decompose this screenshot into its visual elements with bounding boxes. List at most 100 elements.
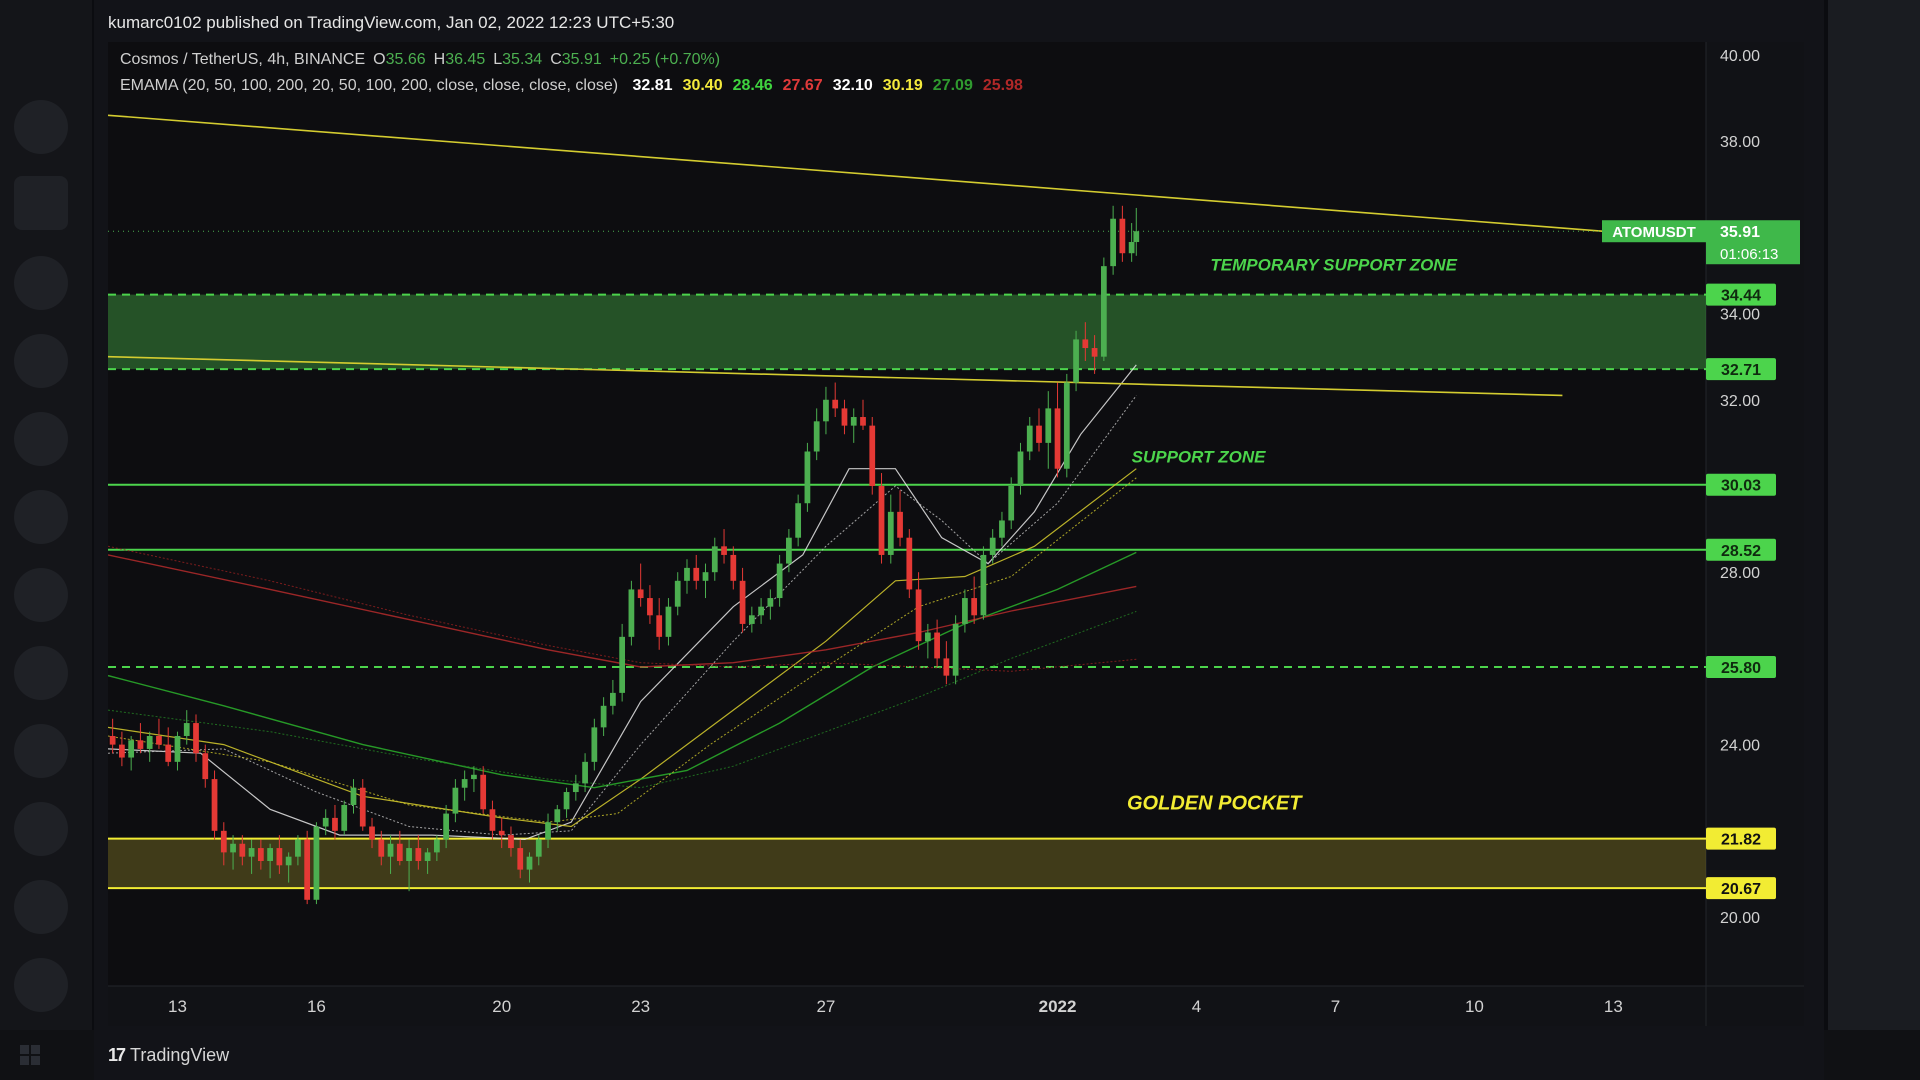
candle-body	[285, 856, 292, 866]
indicator-value: 32.10	[833, 77, 873, 94]
candle-body	[915, 589, 922, 642]
candle-body	[665, 606, 672, 637]
candle-body	[248, 848, 255, 857]
zone-annotation: SUPPORT ZONE	[1132, 447, 1266, 466]
candle-body	[165, 744, 172, 762]
ema-line	[107, 610, 1137, 789]
x-tick-label: 27	[816, 997, 835, 1016]
candle-body	[887, 511, 894, 555]
candle-body	[471, 774, 477, 780]
y-tick-label: 28.00	[1720, 565, 1760, 582]
candle-body	[924, 632, 931, 642]
candle-body	[1091, 348, 1098, 357]
candle-body	[1128, 242, 1135, 254]
candle-body	[952, 623, 959, 676]
candle-body	[350, 787, 357, 805]
x-tick-label: 7	[1331, 997, 1340, 1016]
candle-body	[304, 839, 311, 900]
sidebar-avatar[interactable]	[14, 334, 68, 388]
candle-body	[1110, 218, 1116, 267]
level-tag-label: 30.03	[1721, 478, 1761, 495]
candle-body	[369, 826, 375, 840]
candle-body	[1063, 382, 1070, 469]
x-tick-label: 13	[1604, 997, 1623, 1016]
candle-body	[257, 848, 264, 861]
legend-close: 35.91	[562, 51, 602, 68]
sidebar-avatar[interactable]	[14, 568, 68, 622]
ema-line	[107, 551, 1137, 789]
chart-area[interactable]: TEMPORARY SUPPORT ZONE SUPPORT ZONE GOLDEN…	[107, 42, 1804, 1026]
zone-band	[108, 838, 1706, 889]
tradingview-brand[interactable]: 17 TradingView	[108, 1045, 229, 1066]
candle-body	[193, 723, 199, 754]
level-tag-label: 32.71	[1721, 362, 1761, 379]
legend-indicator: EMAMA (20, 50, 100, 200, 20, 50, 100, 20…	[120, 77, 1023, 94]
level-tag	[1706, 877, 1776, 900]
candle-body	[841, 408, 848, 426]
candle-body	[211, 779, 218, 831]
legend-indicator-name: EMAMA (20, 50, 100, 200, 20, 50, 100, 20…	[120, 77, 618, 94]
candle-body	[563, 792, 570, 810]
sidebar-avatar[interactable]	[14, 724, 68, 778]
x-tick-label: 2022	[1039, 997, 1077, 1016]
sidebar-avatar[interactable]	[14, 802, 68, 856]
y-tick-label: 32.00	[1720, 393, 1760, 410]
candle-body	[480, 774, 487, 810]
sidebar-avatar[interactable]	[14, 958, 68, 1012]
candle-body	[406, 848, 412, 861]
indicator-value: 27.09	[933, 77, 973, 94]
candle-body	[619, 636, 626, 693]
candle-body	[813, 421, 820, 452]
price-tag-value: 35.91	[1720, 224, 1760, 241]
candle-body	[850, 417, 857, 426]
level-tag	[1706, 656, 1776, 679]
sidebar-avatar[interactable]	[14, 256, 68, 310]
candle-body	[267, 848, 273, 861]
candle-body	[767, 598, 774, 607]
candle-body	[860, 417, 866, 426]
x-tick-label: 23	[631, 997, 650, 1016]
level-tag-label: 25.80	[1721, 660, 1761, 677]
candle-body	[396, 843, 403, 861]
candle-body	[526, 856, 533, 870]
sidebar-avatar[interactable]	[14, 412, 68, 466]
candle-body	[980, 554, 987, 616]
candle-body	[647, 598, 653, 616]
sidebar-avatar[interactable]	[14, 880, 68, 934]
candle-body	[999, 520, 1005, 538]
right-sidebar	[1828, 0, 1920, 1080]
sidebar-avatar[interactable]	[14, 646, 68, 700]
legend-close-label: C	[550, 51, 562, 68]
price-countdown: 01:06:13	[1720, 246, 1778, 263]
candle-body	[730, 554, 737, 581]
legend-open-label: O	[373, 51, 385, 68]
zone-annotation: GOLDEN POCKET	[1127, 792, 1303, 814]
trendline	[107, 114, 1609, 233]
price-chart[interactable]: TEMPORARY SUPPORT ZONE SUPPORT ZONE GOLDEN…	[107, 42, 1804, 1026]
sidebar-avatar[interactable]	[14, 100, 68, 154]
candle-body	[656, 615, 663, 637]
y-tick-label: 20.00	[1720, 910, 1760, 927]
candle-body	[674, 580, 681, 607]
candle-body	[295, 839, 301, 857]
candle-body	[943, 658, 950, 676]
windows-start-icon[interactable]	[20, 1045, 40, 1065]
published-caption: kumarc0102 published on TradingView.com,…	[108, 13, 675, 32]
sidebar-avatar[interactable]	[14, 490, 68, 544]
sidebar-avatar[interactable]	[14, 176, 68, 230]
candle-body	[508, 835, 514, 849]
candle-body	[359, 787, 366, 827]
legend-high: 36.45	[445, 51, 485, 68]
candle-body	[776, 563, 783, 599]
candle-body	[795, 503, 802, 538]
candle-body	[628, 589, 635, 637]
level-tag	[1706, 538, 1776, 561]
candle-body	[202, 753, 209, 780]
candle-body	[128, 740, 135, 758]
candle-body	[739, 580, 746, 624]
candle-body	[498, 830, 505, 836]
candle-body	[535, 839, 542, 857]
ema-line	[107, 545, 1137, 672]
level-tag-label: 21.82	[1721, 832, 1761, 849]
candle-body	[341, 804, 348, 831]
